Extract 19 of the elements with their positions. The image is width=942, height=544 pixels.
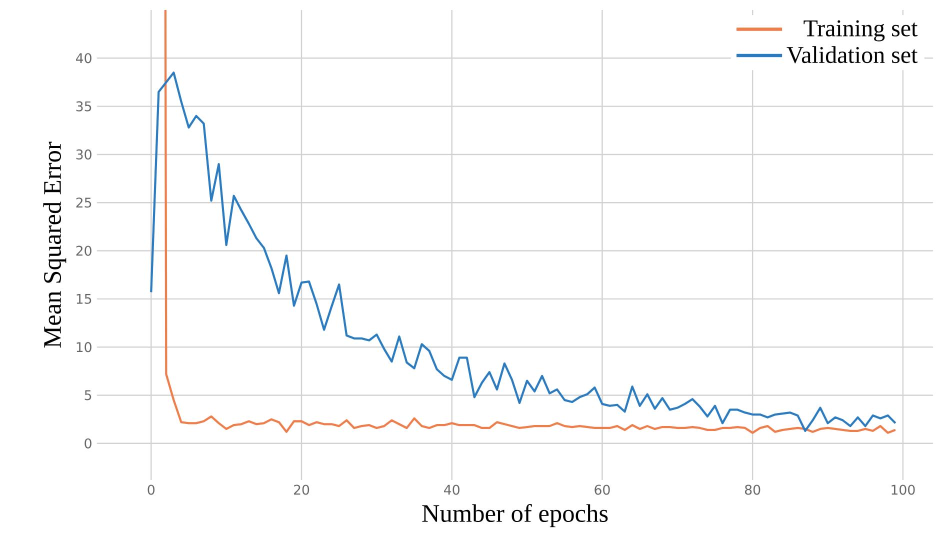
x-tick-label: 60 xyxy=(594,484,610,495)
x-tick-label: 0 xyxy=(148,484,155,495)
y-tick-label: 25 xyxy=(76,198,92,208)
x-tick-label: 20 xyxy=(294,484,310,495)
legend-label: Validation set xyxy=(786,46,918,64)
x-tick-label: 40 xyxy=(444,484,460,495)
x-tick-label: 80 xyxy=(744,484,760,495)
x-axis-title: Number of epochs xyxy=(422,504,608,528)
y-tick-label: 15 xyxy=(76,294,92,304)
y-tick-label: 30 xyxy=(76,149,92,160)
x-tick-label: 100 xyxy=(892,484,915,495)
legend-label: Training set xyxy=(804,20,918,42)
y-tick-label: 0 xyxy=(84,438,92,448)
y-tick-label: 10 xyxy=(76,342,92,352)
y-tick-label: 40 xyxy=(76,53,92,64)
y-tick-label: 5 xyxy=(84,390,92,400)
y-axis-title: Mean Squared Error xyxy=(43,142,66,348)
y-tick-label: 35 xyxy=(76,101,92,112)
y-tick-label: 20 xyxy=(76,246,92,256)
